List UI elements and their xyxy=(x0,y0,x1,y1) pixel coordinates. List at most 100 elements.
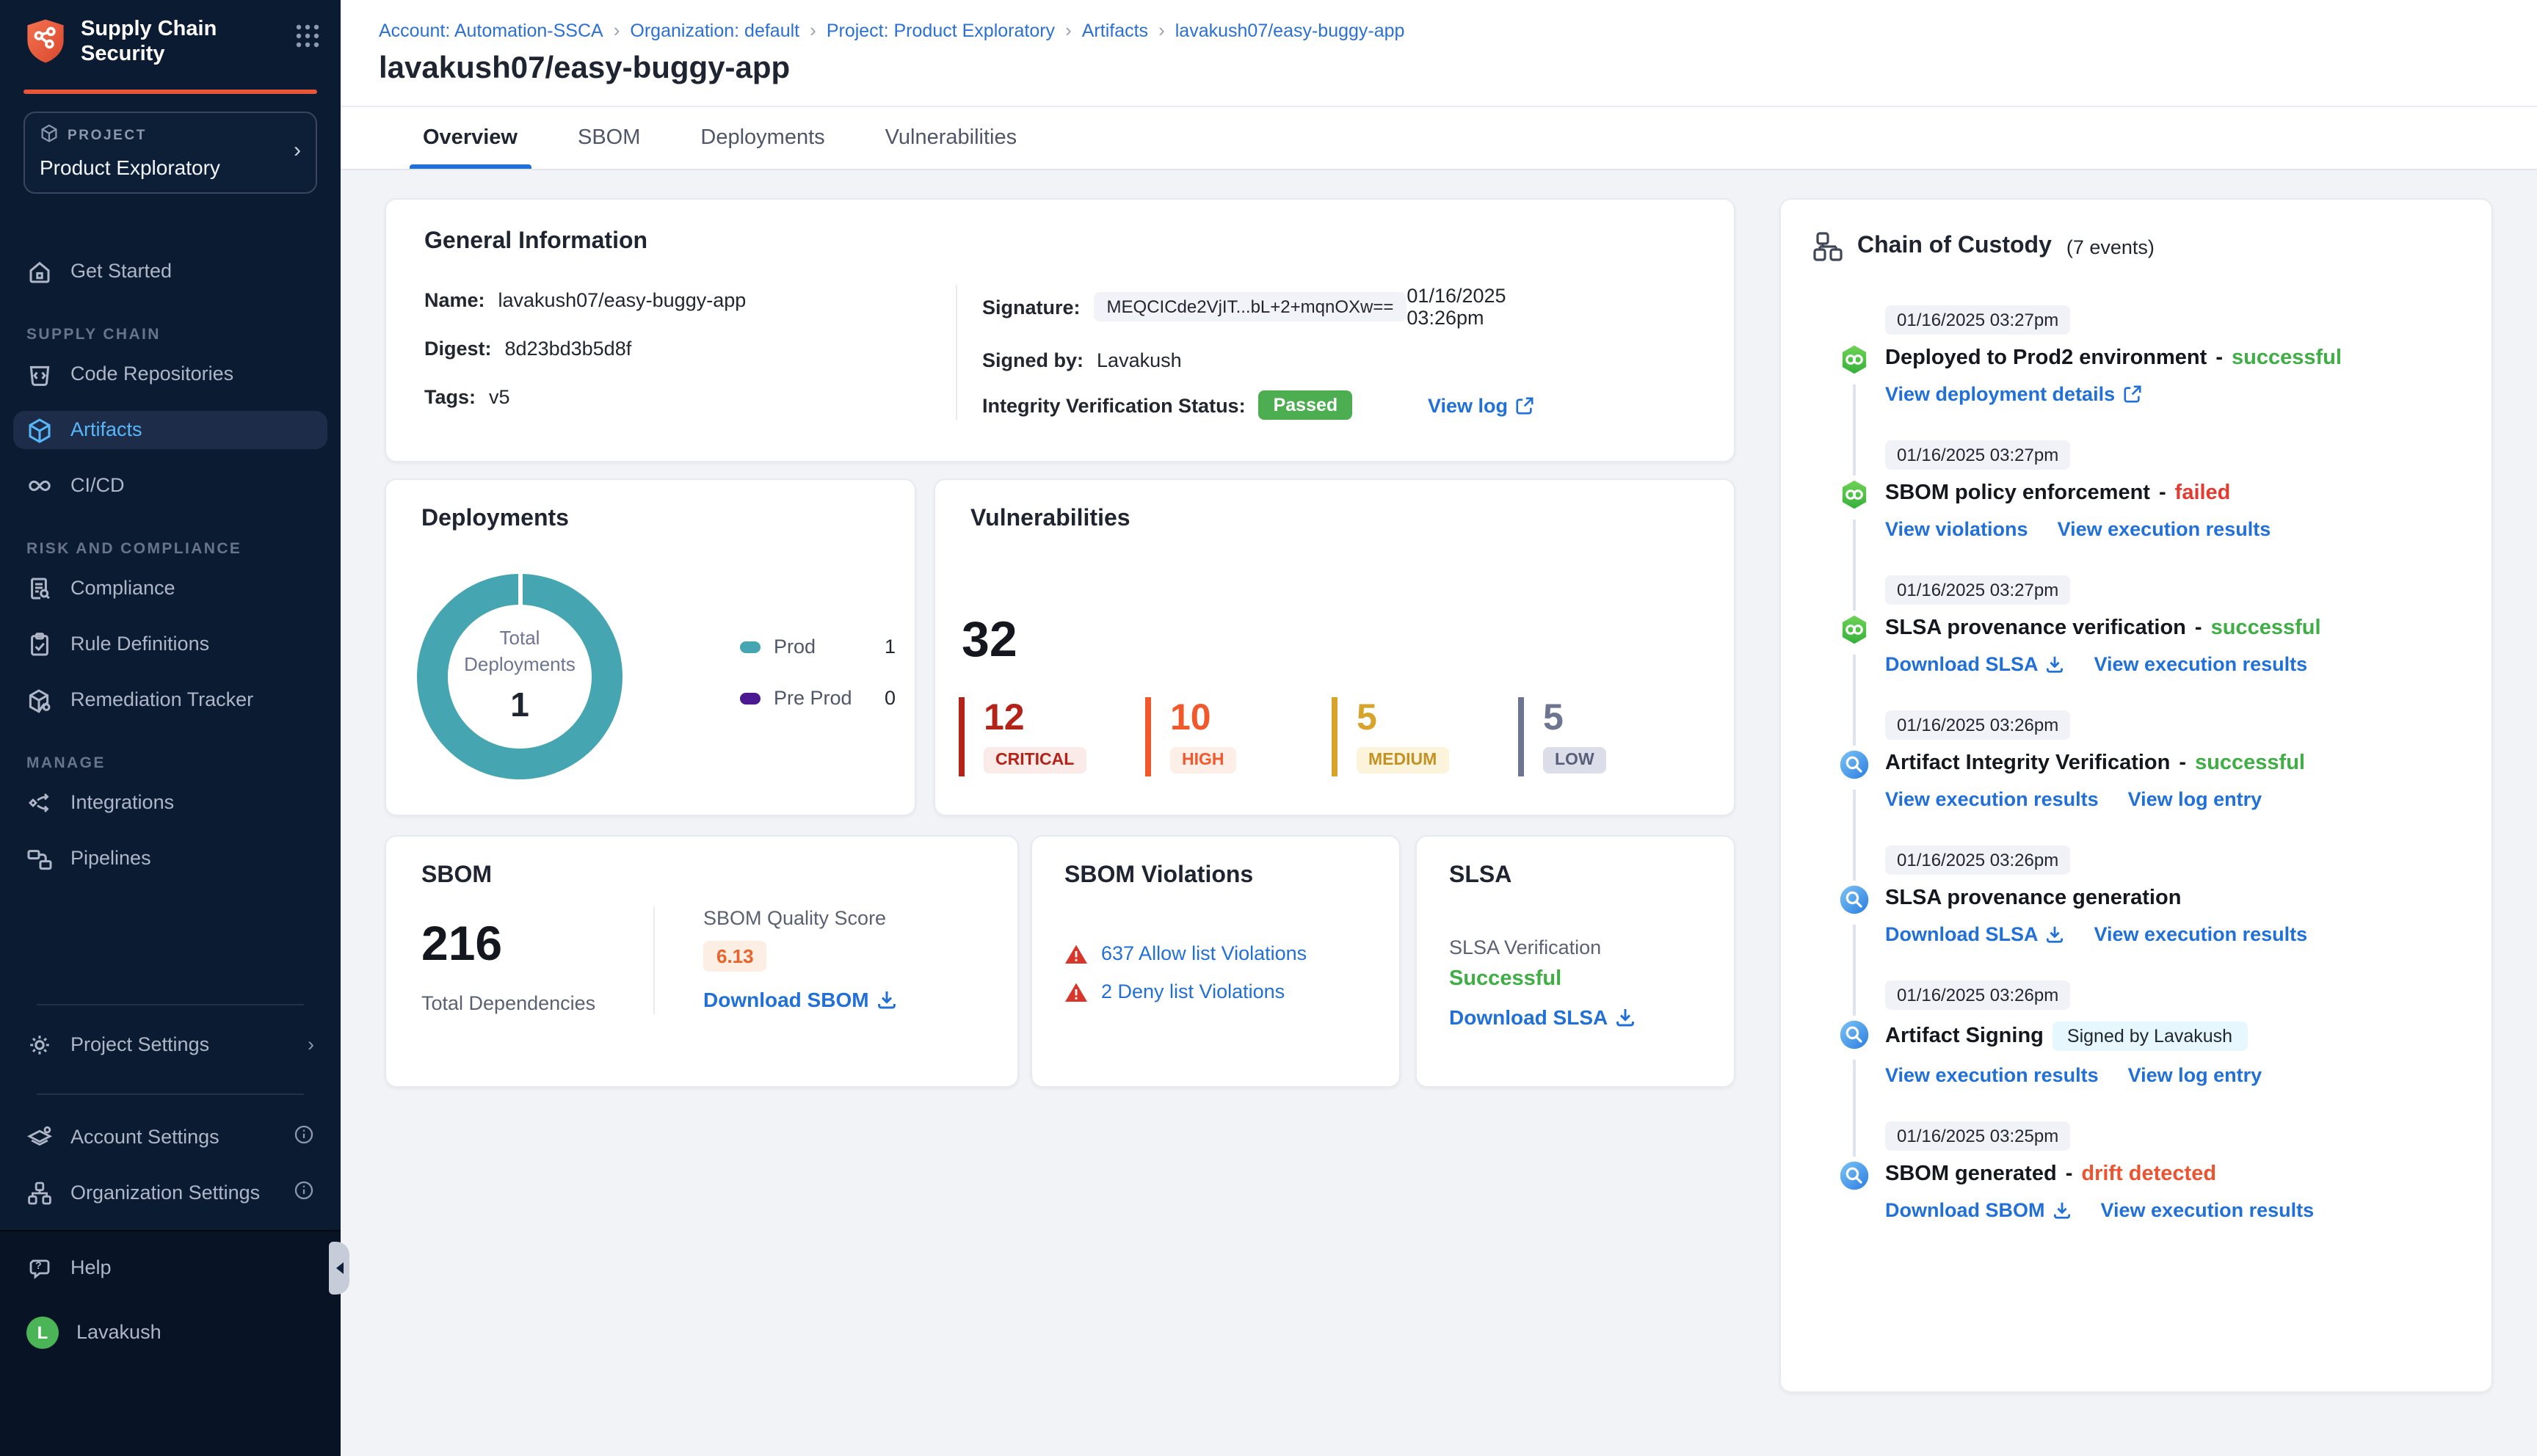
sidebar-item-help[interactable]: ? Help xyxy=(13,1249,327,1287)
project-cube-icon xyxy=(40,123,59,150)
sidebar-item-label: Artifacts xyxy=(70,418,142,441)
sbom-card: SBOM 216 Total Dependencies SBOM Quality… xyxy=(385,835,1019,1088)
view-execution-results-link[interactable]: View execution results xyxy=(2100,1199,2315,1221)
app-logo-row: Supply Chain Security xyxy=(0,0,341,87)
sidebar-item-get-started[interactable]: Get Started xyxy=(13,252,327,291)
sidebar-nav: Get Started SUPPLY CHAIN Code Repositori… xyxy=(0,252,341,1230)
sidebar-user[interactable]: L Lavakush xyxy=(13,1314,327,1352)
prod-swatch xyxy=(740,641,761,652)
warning-triangle-icon xyxy=(1065,982,1087,1001)
sidebar-collapse-handle[interactable] xyxy=(329,1242,349,1295)
view-violations-link[interactable]: View violations xyxy=(1885,518,2028,540)
view-log-entry-link[interactable]: View log entry xyxy=(2127,788,2262,810)
breadcrumb-account[interactable]: Account: Automation-SSCA xyxy=(379,20,603,40)
ssca-scan-icon xyxy=(1838,749,1870,781)
card-title: Vulnerabilities xyxy=(970,506,1130,531)
view-execution-results-link[interactable]: View execution results xyxy=(2057,518,2271,540)
event-title: Artifact Signing xyxy=(1885,1024,2044,1048)
sidebar-item-organization-settings[interactable]: Organization Settings xyxy=(13,1174,327,1212)
download-sbom-link[interactable]: Download SBOM xyxy=(703,988,897,1011)
chain-events-count: (7 events) xyxy=(2066,236,2155,258)
breadcrumb-current[interactable]: lavakush07/easy-buggy-app xyxy=(1175,20,1405,40)
severity-count: 5 xyxy=(1543,697,1564,738)
info-icon[interactable] xyxy=(294,1125,314,1150)
app-grid-icon[interactable] xyxy=(295,23,320,56)
pipelines-flow-icon xyxy=(27,849,52,870)
tab-deployments[interactable]: Deployments xyxy=(700,126,825,150)
home-icon xyxy=(29,261,50,283)
general-information-card: General Information Name: lavakush07/easy… xyxy=(385,198,1735,462)
tab-sbom[interactable]: SBOM xyxy=(578,126,641,150)
severity-low: 5 LOW xyxy=(1518,697,1705,777)
sidebar-item-remediation-tracker[interactable]: Remediation Tracker xyxy=(13,681,327,719)
event-title: SLSA provenance verification xyxy=(1885,616,2186,640)
tab-bar: Overview SBOM Deployments Vulnerabilitie… xyxy=(341,106,2537,169)
legend-label: Pre Prod xyxy=(774,687,852,709)
vulnerabilities-card: Vulnerabilities 32 12 CRITICAL 10 HIGH xyxy=(934,478,1735,816)
total-dependencies-label: Total Dependencies xyxy=(421,992,596,1014)
project-selector[interactable]: PROJECT Product Exploratory › xyxy=(23,111,317,194)
cd-hexagon-icon xyxy=(1838,478,1870,511)
sidebar-item-pipelines[interactable]: Pipelines xyxy=(13,840,327,878)
event-timestamp: 01/16/2025 03:27pm xyxy=(1885,575,2071,605)
severity-high: 10 HIGH xyxy=(1145,697,1332,777)
sidebar-item-compliance[interactable]: Compliance xyxy=(13,569,327,608)
download-sbom-link[interactable]: Download SBOM xyxy=(1885,1199,2072,1221)
sidebar-item-account-settings[interactable]: Account Settings xyxy=(13,1118,327,1157)
view-execution-results-link[interactable]: View execution results xyxy=(2094,923,2308,945)
sidebar-item-label: CI/CD xyxy=(70,474,125,497)
signed-by-badge: Signed by Lavakush xyxy=(2052,1022,2248,1051)
download-icon xyxy=(877,991,896,1009)
signature-value: MEQCICde2VjIT...bL+2+mqnOXw== xyxy=(1093,292,1407,321)
legend-item-prod: Prod 1 xyxy=(740,636,896,658)
chain-of-custody-card: Chain of Custody (7 events) 01/16/2025 0… xyxy=(1779,198,2493,1393)
tab-vulnerabilities[interactable]: Vulnerabilities xyxy=(885,126,1017,150)
card-title: SBOM xyxy=(421,863,492,888)
integrity-label: Integrity Verification Status: xyxy=(982,394,1246,416)
breadcrumb-organization[interactable]: Organization: default xyxy=(630,20,800,40)
view-log-link[interactable]: View log xyxy=(1428,394,1534,416)
info-icon[interactable] xyxy=(294,1181,314,1206)
tab-overview[interactable]: Overview xyxy=(410,107,531,169)
severity-count: 5 xyxy=(1357,697,1377,738)
view-execution-results-link[interactable]: View execution results xyxy=(1885,1064,2099,1086)
donut-center-label: Deployments xyxy=(464,653,576,676)
sbom-violations-card: SBOM Violations 637 Allow list Violation… xyxy=(1031,835,1401,1088)
breadcrumb-project[interactable]: Project: Product Exploratory xyxy=(826,20,1056,40)
sidebar-item-code-repositories[interactable]: Code Repositories xyxy=(13,355,327,393)
sidebar-item-cicd[interactable]: CI/CD xyxy=(13,467,327,505)
breadcrumb-artifacts[interactable]: Artifacts xyxy=(1081,20,1149,40)
view-execution-results-link[interactable]: View execution results xyxy=(1885,788,2099,810)
download-slsa-label: Download SLSA xyxy=(1449,1005,1608,1029)
sidebar: Supply Chain Security PROJECT xyxy=(0,0,341,1456)
download-slsa-link[interactable]: Download SLSA xyxy=(1885,923,2065,945)
sidebar-item-artifacts[interactable]: Artifacts xyxy=(13,410,327,449)
severity-medium: 5 MEDIUM xyxy=(1332,697,1518,777)
view-execution-results-link[interactable]: View execution results xyxy=(2094,653,2308,675)
sidebar-item-rule-definitions[interactable]: Rule Definitions xyxy=(13,625,327,663)
sidebar-item-label: Help xyxy=(70,1256,112,1279)
download-slsa-link[interactable]: Download SLSA xyxy=(1885,653,2065,675)
legend-label: Prod xyxy=(774,636,816,658)
remediation-box-icon xyxy=(29,688,51,713)
link-label: View deployment details xyxy=(1885,383,2116,405)
download-slsa-link[interactable]: Download SLSA xyxy=(1449,1005,1636,1029)
total-deployments-value: 1 xyxy=(510,685,529,724)
deny-list-violations-link[interactable]: 2 Deny list Violations xyxy=(1101,980,1285,1002)
project-name: Product Exploratory xyxy=(40,155,220,179)
severity-badge: CRITICAL xyxy=(984,747,1086,774)
view-deployment-details-link[interactable]: View deployment details xyxy=(1885,383,2141,405)
cd-hexagon-icon xyxy=(1838,614,1870,646)
view-log-entry-link[interactable]: View log entry xyxy=(2127,1064,2262,1086)
breadcrumb-separator: › xyxy=(613,19,620,41)
sidebar-item-label: Integrations xyxy=(70,791,175,814)
cd-hexagon-icon xyxy=(1838,343,1870,376)
sidebar-item-integrations[interactable]: Integrations xyxy=(13,784,327,822)
link-label: Download SBOM xyxy=(1885,1199,2045,1221)
deny-list-violations-row: 2 Deny list Violations xyxy=(1064,980,1367,1002)
event-status: failed xyxy=(2174,481,2231,505)
breadcrumb-separator: › xyxy=(1065,19,1072,41)
sidebar-item-project-settings[interactable]: Project Settings › xyxy=(13,1026,327,1064)
allow-list-violations-link[interactable]: 637 Allow list Violations xyxy=(1101,942,1307,964)
breadcrumb-separator: › xyxy=(810,19,816,41)
